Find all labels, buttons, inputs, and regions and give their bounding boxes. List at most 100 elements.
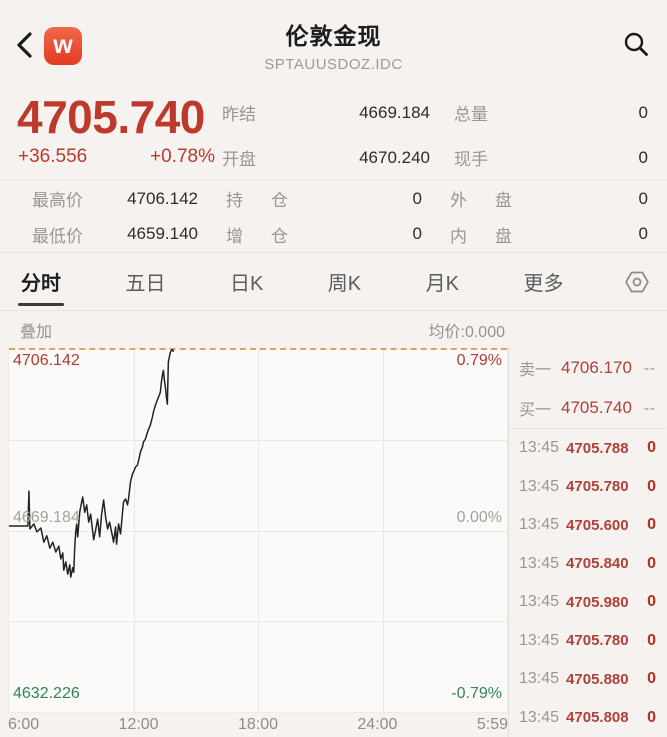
field-value: 0 [512, 224, 648, 244]
trade-price: 4705.600 [566, 517, 629, 534]
trade-price: 4705.780 [566, 632, 629, 649]
order-panel: 卖一 4706.170 -- 买一 4705.740 -- 13:45 4705… [508, 348, 666, 737]
chart-column: 叠加 均价:0.000 4706.142 0.79% 4669.184 0.00… [0, 311, 508, 737]
price-change-pct: +0.78% [150, 146, 215, 168]
price-change: +36.556 [18, 146, 87, 168]
field-label: 昨结 [222, 100, 286, 125]
field-value: 0 [288, 189, 422, 209]
trade-row: 13:45 4705.788 0 [509, 429, 666, 468]
search-icon [623, 31, 649, 57]
trade-row: 13:45 4705.808 0 [509, 699, 666, 737]
time-tick: 24:00 [357, 716, 397, 734]
trade-time: 13:45 [519, 516, 559, 534]
ask-qty: -- [632, 360, 656, 377]
trade-qty: 0 [629, 670, 656, 688]
field-label: 内盘 [450, 222, 512, 247]
quote-summary: 4705.740 +36.556 +0.78% 昨结 4669.184 总量 0… [0, 90, 667, 181]
trade-time: 13:45 [519, 478, 559, 496]
trade-list: 13:45 4705.788 0 13:45 4705.780 0 13:45 … [509, 429, 666, 737]
chart-section: 叠加 均价:0.000 4706.142 0.79% 4669.184 0.00… [0, 311, 667, 737]
tab-intraday[interactable]: 分时 [18, 252, 64, 311]
header: w 伦敦金现 SPTAUUSDOZ.IDC [0, 0, 667, 90]
trade-time: 13:45 [519, 555, 559, 573]
trade-qty: 0 [629, 516, 656, 534]
quote-grid-top: 昨结 4669.184 总量 0 开盘 4670.240 现手 0 [222, 90, 648, 180]
ask-label: 卖一 [519, 356, 551, 380]
trade-time: 13:45 [519, 670, 559, 688]
time-tick: 6:00 [8, 716, 39, 734]
field-label: 增仓 [226, 222, 288, 247]
last-price: 4705.740 [17, 90, 205, 144]
tab-daily-k[interactable]: 日K [227, 252, 266, 311]
intraday-chart-plot[interactable]: 4706.142 0.79% 4669.184 0.00% 4632.226 -… [8, 348, 508, 713]
price-line-chart [9, 349, 507, 712]
trade-price: 4705.788 [566, 440, 629, 457]
overlay-button[interactable]: 叠加 [20, 318, 52, 342]
trade-row: 13:45 4705.980 0 [509, 583, 666, 622]
trade-qty: 0 [629, 439, 656, 457]
bid-label: 买一 [519, 396, 551, 420]
ask-row: 卖一 4706.170 -- [509, 348, 666, 388]
trade-qty: 0 [629, 555, 656, 573]
page-title: 伦敦金现 [0, 17, 667, 51]
trade-price: 4705.980 [566, 594, 629, 611]
field-label: 总量 [454, 100, 518, 125]
field-value: 0 [518, 103, 648, 123]
trade-time: 13:45 [519, 632, 559, 650]
time-tick: 5:59 [477, 716, 508, 734]
trade-row: 13:45 4705.780 0 [509, 622, 666, 661]
tab-monthly-k[interactable]: 月K [423, 252, 462, 311]
field-value: 4659.140 [102, 224, 198, 244]
field-value: 0 [518, 148, 648, 168]
quote-grid-bottom: 最高价 4706.142 持仓 0 外盘 0 最低价 4659.140 增仓 0… [0, 181, 667, 253]
avg-price-label: 均价:0.000 [429, 318, 506, 342]
period-tab-bar: 分时 五日 日K 周K 月K 更多 [0, 253, 667, 311]
price-line [9, 349, 173, 577]
tab-weekly-k[interactable]: 周K [325, 252, 364, 311]
field-label: 最高价 [32, 186, 102, 211]
title-block: 伦敦金现 SPTAUUSDOZ.IDC [0, 17, 667, 73]
trade-price: 4705.840 [566, 555, 629, 572]
trade-qty: 0 [629, 709, 656, 727]
axis-mid-pct: 0.00% [457, 509, 502, 527]
axis-high-pct: 0.79% [457, 352, 502, 370]
tab-more[interactable]: 更多 [520, 252, 566, 311]
trade-time: 13:45 [519, 593, 559, 611]
hex-nut-icon [625, 270, 649, 294]
chart-settings-button[interactable] [625, 270, 649, 294]
trade-time: 13:45 [519, 439, 559, 457]
tab-five-day[interactable]: 五日 [122, 252, 168, 311]
field-label: 现手 [454, 145, 518, 170]
search-button[interactable] [623, 31, 649, 57]
time-tick: 18:00 [238, 716, 278, 734]
time-axis: 6:00 12:00 18:00 24:00 5:59 [8, 713, 508, 737]
trade-qty: 0 [629, 593, 656, 611]
field-value: 4669.184 [286, 103, 430, 123]
trade-time: 13:45 [519, 709, 559, 727]
trade-row: 13:45 4705.780 0 [509, 468, 666, 507]
time-tick: 12:00 [119, 716, 159, 734]
axis-high-price: 4706.142 [13, 352, 80, 370]
trade-price: 4705.808 [566, 709, 629, 726]
axis-low-price: 4632.226 [13, 685, 80, 703]
axis-low-pct: -0.79% [451, 685, 502, 703]
chart-toolbar: 叠加 均价:0.000 [0, 311, 508, 348]
field-value: 4670.240 [286, 148, 430, 168]
trade-qty: 0 [629, 478, 656, 496]
field-label: 外盘 [450, 186, 512, 211]
trade-price: 4705.780 [566, 478, 629, 495]
field-label: 开盘 [222, 145, 286, 170]
ask-price: 4706.170 [561, 358, 632, 378]
field-label: 持仓 [226, 186, 288, 211]
trade-qty: 0 [629, 632, 656, 650]
field-value: 0 [288, 224, 422, 244]
trade-row: 13:45 4705.880 0 [509, 660, 666, 699]
trade-row: 13:45 4705.840 0 [509, 545, 666, 584]
trade-price: 4705.880 [566, 671, 629, 688]
trade-row: 13:45 4705.600 0 [509, 506, 666, 545]
bid-price: 4705.740 [561, 398, 632, 418]
field-label: 最低价 [32, 222, 102, 247]
field-value: 0 [512, 189, 648, 209]
field-value: 4706.142 [102, 189, 198, 209]
bid-qty: -- [632, 400, 656, 417]
